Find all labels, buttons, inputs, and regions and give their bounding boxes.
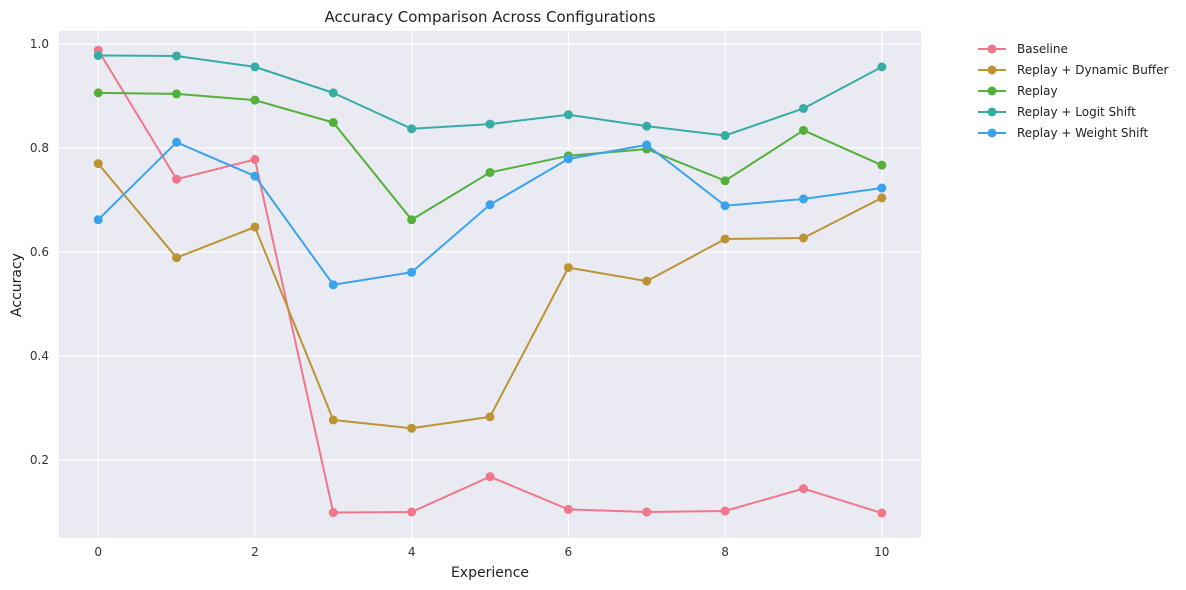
data-point bbox=[720, 234, 730, 244]
data-point bbox=[172, 137, 182, 147]
data-point bbox=[720, 201, 730, 211]
data-point bbox=[877, 508, 887, 518]
legend-entry: Replay + Dynamic Buffer bbox=[978, 63, 1168, 77]
chart-title: Accuracy Comparison Across Configuration… bbox=[324, 8, 655, 26]
data-point bbox=[328, 88, 338, 98]
data-point bbox=[93, 159, 103, 169]
data-point bbox=[407, 124, 417, 134]
data-point bbox=[642, 140, 652, 150]
y-tick-label: 0.6 bbox=[30, 245, 49, 259]
data-point bbox=[485, 167, 495, 177]
data-point bbox=[485, 200, 495, 210]
data-point bbox=[407, 423, 417, 433]
data-point bbox=[407, 507, 417, 517]
data-point bbox=[172, 174, 182, 184]
data-point bbox=[407, 267, 417, 277]
data-point bbox=[798, 125, 808, 135]
data-point bbox=[250, 95, 260, 105]
y-tick-label: 0.8 bbox=[30, 141, 49, 155]
y-axis-label: Accuracy bbox=[9, 253, 25, 317]
data-point bbox=[563, 504, 573, 514]
y-tick-label: 1.0 bbox=[30, 37, 49, 51]
data-point bbox=[563, 154, 573, 164]
legend-entry: Replay + Weight Shift bbox=[978, 126, 1148, 140]
legend-label: Replay + Weight Shift bbox=[1017, 126, 1148, 140]
legend: Baseline Replay + Dynamic Buffer Replay Rep… bbox=[978, 42, 1168, 140]
data-point bbox=[250, 62, 260, 72]
x-axis-label: Experience bbox=[451, 565, 529, 581]
x-tick-labels: 0 2 4 6 8 10 bbox=[94, 545, 889, 559]
data-point bbox=[798, 103, 808, 113]
x-tick-label: 6 bbox=[565, 545, 573, 559]
legend-label: Baseline bbox=[1017, 42, 1068, 56]
data-point bbox=[250, 222, 260, 232]
x-tick-label: 10 bbox=[874, 545, 889, 559]
data-point bbox=[93, 50, 103, 60]
x-tick-label: 4 bbox=[408, 545, 416, 559]
data-point bbox=[563, 110, 573, 120]
x-tick-label: 0 bbox=[94, 545, 102, 559]
data-point bbox=[563, 263, 573, 273]
data-point bbox=[93, 215, 103, 225]
data-point bbox=[93, 88, 103, 98]
series-replay-dynamic-buffer bbox=[93, 159, 887, 433]
data-point bbox=[877, 160, 887, 170]
data-point bbox=[720, 176, 730, 186]
data-point bbox=[798, 484, 808, 494]
legend-marker bbox=[987, 65, 997, 75]
legend-entry: Replay + Logit Shift bbox=[978, 105, 1136, 119]
data-point bbox=[485, 119, 495, 129]
data-point bbox=[172, 51, 182, 61]
data-point bbox=[407, 215, 417, 225]
legend-label: Replay + Logit Shift bbox=[1017, 105, 1136, 119]
y-tick-labels: 0.2 0.4 0.6 0.8 1.0 bbox=[30, 37, 49, 467]
y-tick-label: 0.4 bbox=[30, 349, 49, 363]
data-point bbox=[877, 193, 887, 203]
data-point bbox=[642, 507, 652, 517]
data-point bbox=[720, 506, 730, 516]
series-replay bbox=[93, 88, 887, 225]
data-point bbox=[328, 508, 338, 518]
data-point bbox=[485, 472, 495, 482]
data-point bbox=[798, 194, 808, 204]
legend-entry: Baseline bbox=[978, 42, 1068, 56]
data-point bbox=[642, 276, 652, 286]
series-replay-logit-shift bbox=[93, 50, 887, 141]
legend-label: Replay + Dynamic Buffer bbox=[1017, 63, 1168, 77]
data-point bbox=[172, 253, 182, 263]
x-tick-label: 2 bbox=[251, 545, 259, 559]
legend-label: Replay bbox=[1017, 84, 1058, 98]
series-layer bbox=[93, 45, 887, 518]
plot-area bbox=[59, 31, 921, 538]
data-point bbox=[328, 118, 338, 128]
legend-marker bbox=[987, 107, 997, 117]
data-point bbox=[485, 412, 495, 422]
data-point bbox=[720, 131, 730, 141]
x-tick-label: 8 bbox=[721, 545, 729, 559]
legend-marker bbox=[987, 128, 997, 138]
data-point bbox=[328, 415, 338, 425]
data-point bbox=[798, 233, 808, 243]
data-point bbox=[250, 171, 260, 181]
legend-marker bbox=[987, 44, 997, 54]
data-point bbox=[642, 121, 652, 131]
data-point bbox=[250, 154, 260, 164]
data-point bbox=[877, 183, 887, 193]
data-point bbox=[877, 62, 887, 72]
series-replay-weight-shift bbox=[93, 137, 887, 290]
data-point bbox=[328, 280, 338, 290]
y-tick-label: 0.2 bbox=[30, 453, 49, 467]
legend-entry: Replay bbox=[978, 84, 1058, 98]
data-point bbox=[172, 89, 182, 99]
legend-marker bbox=[987, 86, 997, 96]
